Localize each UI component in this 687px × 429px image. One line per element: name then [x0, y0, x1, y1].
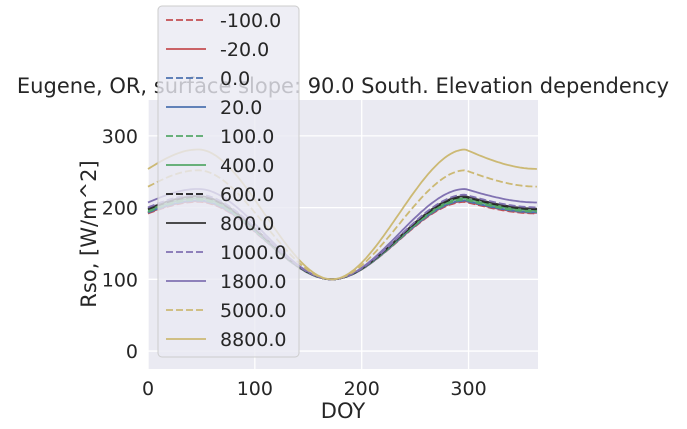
legend-label: 20.0 — [220, 97, 262, 119]
x-axis-ticks: 0 100 200 300 — [142, 378, 487, 400]
legend-label: -100.0 — [220, 10, 281, 32]
legend-label: 800.0 — [220, 213, 274, 235]
y-tick-label: 300 — [102, 126, 138, 148]
chart-title: Eugene, OR, surface slope: 90.0 South. E… — [17, 74, 669, 98]
y-axis-label: Rso, [W/m^2] — [77, 160, 101, 307]
legend-label: 1800.0 — [220, 271, 286, 293]
y-axis-ticks: 0 100 200 300 — [102, 126, 138, 363]
x-tick-label: 200 — [344, 378, 380, 400]
x-tick-label: 0 — [142, 378, 154, 400]
legend-label: 5000.0 — [220, 300, 286, 322]
legend: -100.0 -20.0 0.0 20.0 100.0 400.0 600.0 800.0 10… — [157, 5, 300, 358]
x-tick-label: 300 — [450, 378, 486, 400]
legend-label: 0.0 — [220, 68, 250, 90]
legend-label: 100.0 — [220, 126, 274, 148]
legend-label: -20.0 — [220, 39, 269, 61]
y-tick-label: 200 — [102, 198, 138, 220]
legend-label: 8800.0 — [220, 329, 286, 351]
legend-label: 600.0 — [220, 184, 274, 206]
y-tick-label: 100 — [102, 269, 138, 291]
legend-label: 400.0 — [220, 155, 274, 177]
legend-box — [157, 5, 300, 358]
x-axis-label: DOY — [321, 399, 366, 423]
y-tick-label: 0 — [126, 341, 138, 363]
legend-label: 1000.0 — [220, 242, 286, 264]
x-tick-label: 100 — [237, 378, 273, 400]
